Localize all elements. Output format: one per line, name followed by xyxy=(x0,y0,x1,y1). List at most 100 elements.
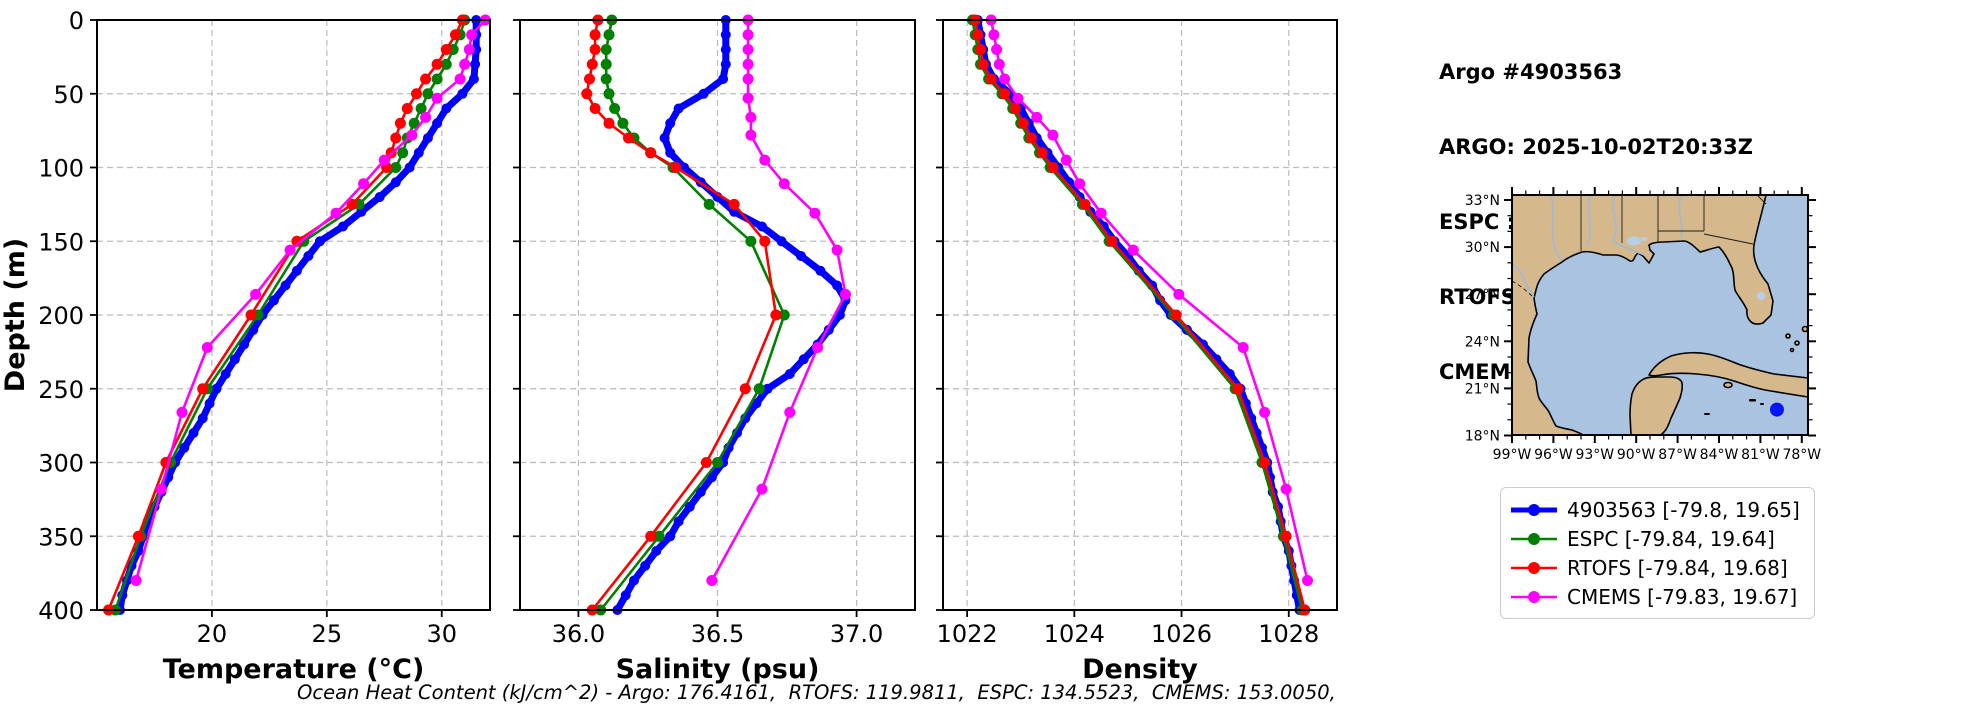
data-marker xyxy=(201,342,213,353)
data-marker xyxy=(211,383,222,394)
data-marker xyxy=(784,406,796,418)
data-marker xyxy=(703,198,715,210)
data-marker xyxy=(408,117,420,129)
data-marker xyxy=(972,29,984,41)
data-marker xyxy=(645,530,657,542)
data-marker xyxy=(742,58,754,70)
data-marker xyxy=(584,73,595,85)
depth-tick-label: 100 xyxy=(38,155,84,183)
map-lat-label: 27°N xyxy=(1465,287,1500,303)
data-marker xyxy=(420,111,432,123)
x-tick-label: 1022 xyxy=(937,620,998,648)
data-marker xyxy=(831,244,843,256)
data-marker xyxy=(1280,530,1292,542)
data-marker xyxy=(440,44,452,55)
y-axis-title: Depth (m) xyxy=(0,238,31,392)
x-tick-label: 1024 xyxy=(1044,620,1105,648)
data-marker xyxy=(620,590,631,601)
data-marker xyxy=(1025,132,1037,144)
data-marker xyxy=(645,147,657,159)
data-marker xyxy=(742,44,754,55)
x-tick-label: 25 xyxy=(312,620,343,648)
data-marker xyxy=(999,88,1011,100)
data-marker xyxy=(284,244,296,256)
data-marker xyxy=(1017,117,1029,129)
map-lon-label: 81°W xyxy=(1741,447,1780,463)
isla-juventud xyxy=(1723,381,1733,389)
gulf-map: 33°N 30°N 27°N 24°N 21°N 18°N 99°W 96°W 93°W 90°W… xyxy=(1465,187,1821,463)
data-marker xyxy=(463,44,475,55)
data-marker xyxy=(1074,178,1086,190)
cuba-island xyxy=(1648,351,1808,398)
data-marker xyxy=(406,129,418,141)
data-marker xyxy=(623,132,634,144)
map-panel: 33°N 30°N 27°N 24°N 21°N 18°N 99°W 96°W 93°W 90°W… xyxy=(1455,185,1850,485)
lake-pontchartrain xyxy=(1627,236,1641,246)
data-marker xyxy=(739,383,751,395)
data-marker xyxy=(742,29,754,41)
ohc-footer: Ocean Heat Content (kJ/cm^2) - Argo: 176… xyxy=(297,681,1336,704)
legend-label: ESPC [-79.84, 19.64] xyxy=(1567,526,1775,551)
data-marker xyxy=(600,73,612,85)
legend-label: RTOFS [-79.84, 19.68] xyxy=(1567,555,1788,580)
bahamas-island xyxy=(1801,325,1808,333)
data-marker xyxy=(459,58,471,70)
data-marker xyxy=(985,73,997,85)
data-marker xyxy=(1302,575,1313,586)
data-marker xyxy=(770,309,782,321)
x-tick-label: 36.5 xyxy=(691,620,744,648)
data-marker xyxy=(589,44,601,55)
depth-tick-label: 0 xyxy=(69,7,84,35)
data-marker xyxy=(762,383,773,394)
data-marker xyxy=(640,560,651,571)
legend-line-sample xyxy=(1511,503,1557,516)
data-marker xyxy=(745,235,757,247)
data-marker xyxy=(431,58,443,70)
data-marker xyxy=(197,413,208,424)
data-marker xyxy=(374,192,385,202)
map-lon-label: 84°W xyxy=(1700,447,1739,463)
data-marker xyxy=(665,147,676,158)
data-marker xyxy=(695,487,706,497)
data-marker xyxy=(757,221,767,232)
data-marker xyxy=(1259,406,1271,418)
data-marker xyxy=(742,92,754,104)
data-marker xyxy=(712,457,723,468)
bahamas-island xyxy=(1794,340,1800,346)
data-marker xyxy=(188,428,199,438)
data-marker xyxy=(993,58,1005,70)
data-marker xyxy=(337,221,348,232)
data-marker xyxy=(718,74,729,84)
data-marker xyxy=(404,162,415,173)
data-marker xyxy=(1127,244,1139,256)
data-marker xyxy=(155,483,167,495)
data-marker xyxy=(245,309,257,321)
data-marker xyxy=(784,369,795,379)
float-position-marker xyxy=(1769,402,1784,417)
data-marker xyxy=(600,58,612,70)
lakes xyxy=(1627,236,1765,300)
x-axis-title: Density xyxy=(1082,654,1198,685)
data-marker xyxy=(720,44,731,55)
float-id-title: Argo #4903563 xyxy=(1439,60,1623,84)
data-marker xyxy=(220,369,231,379)
chart-density: 1022 1024 1026 1028 Density xyxy=(936,14,1338,685)
map-lon-label: 99°W xyxy=(1493,447,1532,463)
small-island xyxy=(1749,399,1756,402)
x-tick-label: 36.0 xyxy=(552,620,605,648)
map-lon-label: 87°W xyxy=(1658,447,1697,463)
data-marker xyxy=(665,118,676,129)
data-marker xyxy=(728,198,740,210)
legend-line-sample xyxy=(1511,532,1557,545)
data-marker xyxy=(629,575,639,586)
data-marker xyxy=(745,111,757,123)
data-marker xyxy=(665,531,676,542)
depth-tick-label: 400 xyxy=(38,597,84,625)
data-marker xyxy=(440,58,452,70)
data-marker xyxy=(358,178,370,190)
legend-entry: CMEMS [-79.83, 19.67] xyxy=(1509,582,1800,611)
data-marker xyxy=(1259,457,1271,468)
data-marker xyxy=(991,44,1003,55)
data-marker xyxy=(684,501,695,512)
data-marker xyxy=(988,29,1000,41)
